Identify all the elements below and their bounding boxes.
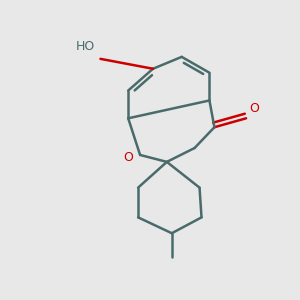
- Text: HO: HO: [75, 40, 94, 53]
- Text: O: O: [123, 152, 133, 164]
- Text: O: O: [249, 102, 259, 115]
